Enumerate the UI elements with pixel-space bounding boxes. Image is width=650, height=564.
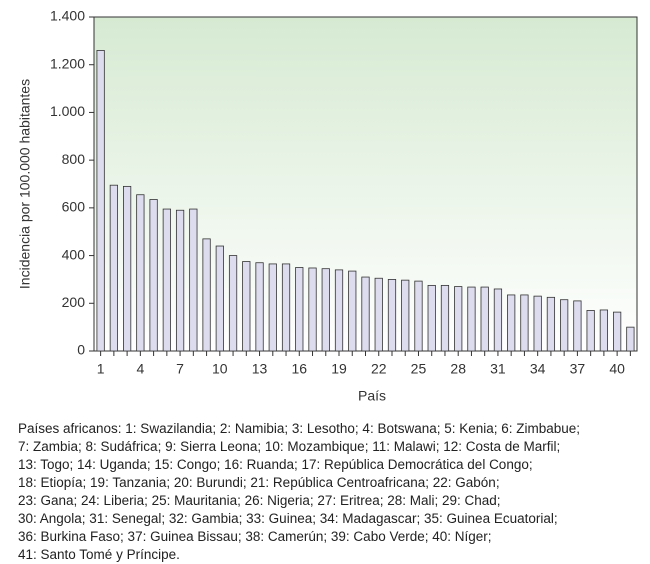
bar bbox=[599, 309, 608, 352]
y-tick-label: 1.000 bbox=[50, 103, 85, 119]
bar bbox=[162, 208, 171, 352]
x-tick-label: 1 bbox=[97, 361, 105, 377]
bar bbox=[546, 296, 556, 352]
y-tick-label: 0 bbox=[77, 342, 85, 358]
y-tick-label: 600 bbox=[62, 199, 86, 215]
bar bbox=[560, 299, 569, 352]
bar bbox=[507, 294, 516, 352]
bar bbox=[387, 279, 397, 352]
x-tick-label: 13 bbox=[252, 361, 268, 377]
bar bbox=[586, 310, 595, 352]
x-tick-label: 22 bbox=[371, 361, 387, 377]
bar bbox=[401, 279, 410, 352]
bar bbox=[533, 295, 542, 352]
caption-line: 13: Togo; 14: Uganda; 15: Congo; 16: Rua… bbox=[18, 457, 533, 472]
y-axis-label: Incidencia por 100.000 habitantes bbox=[17, 79, 33, 289]
bar bbox=[321, 268, 330, 352]
caption-line: 36: Burkina Faso; 37: Guinea Bissau; 38:… bbox=[18, 529, 492, 544]
y-tick-label: 200 bbox=[62, 294, 86, 310]
bar bbox=[295, 267, 304, 352]
caption-line: 30: Angola; 31: Senegal; 32: Gambia; 33:… bbox=[18, 511, 558, 526]
bar bbox=[175, 209, 185, 352]
bar bbox=[467, 286, 476, 352]
bar bbox=[414, 280, 423, 352]
bar bbox=[242, 261, 251, 352]
caption: Países africanos: 1: Swazilandia; 2: Nam… bbox=[18, 420, 648, 564]
bar bbox=[281, 263, 291, 352]
x-tick-label: 19 bbox=[331, 361, 347, 377]
x-tick-label: 31 bbox=[490, 361, 506, 377]
bar bbox=[96, 50, 105, 352]
bar bbox=[189, 208, 198, 352]
caption-line: Países africanos: 1: Swazilandia; 2: Nam… bbox=[18, 421, 581, 436]
bar bbox=[613, 311, 622, 352]
x-tick-label: 16 bbox=[291, 361, 307, 377]
bar bbox=[374, 277, 383, 352]
bar bbox=[626, 326, 635, 352]
bar bbox=[334, 269, 344, 352]
x-tick-label: 34 bbox=[530, 361, 546, 377]
bar bbox=[480, 286, 489, 352]
caption-line: 18: Etiopía; 19: Tanzania; 20: Burundi; … bbox=[18, 475, 500, 490]
caption-line: 7: Zambia; 8: Sudáfrica; 9: Sierra Leona… bbox=[18, 439, 561, 454]
x-tick-label: 25 bbox=[411, 361, 427, 377]
bar bbox=[348, 270, 357, 352]
bar bbox=[520, 294, 529, 352]
bar bbox=[255, 262, 264, 352]
y-tick-label: 1.200 bbox=[50, 55, 85, 71]
y-tick-label: 1.400 bbox=[50, 8, 85, 24]
bar bbox=[361, 276, 370, 352]
x-tick-label: 37 bbox=[570, 361, 586, 377]
bar bbox=[427, 284, 436, 352]
bar bbox=[123, 185, 132, 352]
bar bbox=[308, 267, 317, 352]
chart: País Incidencia por 100.000 habitantes 0… bbox=[17, 8, 638, 404]
bar bbox=[573, 300, 582, 352]
bar bbox=[454, 286, 463, 352]
bar bbox=[109, 184, 118, 352]
y-tick-label: 800 bbox=[62, 151, 86, 167]
caption-line: 41: Santo Tomé y Príncipe. bbox=[18, 547, 180, 562]
bar bbox=[202, 238, 211, 352]
bar bbox=[268, 263, 277, 352]
x-tick-label: 4 bbox=[136, 361, 144, 377]
bar bbox=[440, 284, 450, 352]
x-axis-label: País bbox=[358, 388, 386, 404]
bar bbox=[149, 199, 158, 352]
x-tick-label: 28 bbox=[450, 361, 466, 377]
caption-line: 23: Gana; 24: Liberia; 25: Mauritania; 2… bbox=[18, 493, 501, 508]
x-tick-label: 10 bbox=[212, 361, 228, 377]
bar bbox=[136, 194, 145, 352]
bar bbox=[228, 255, 238, 352]
bar bbox=[493, 288, 503, 352]
y-tick-label: 400 bbox=[62, 246, 86, 262]
bar bbox=[215, 245, 224, 352]
x-tick-label: 40 bbox=[609, 361, 625, 377]
x-tick-label: 7 bbox=[176, 361, 184, 377]
